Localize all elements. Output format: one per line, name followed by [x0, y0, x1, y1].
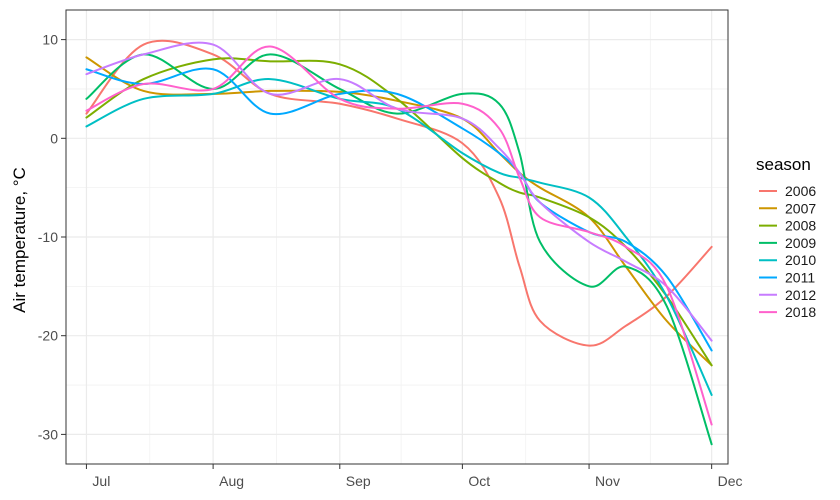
legend-label-2009: 2009: [785, 235, 816, 251]
y-tick-label: -20: [38, 328, 58, 344]
legend-label-2008: 2008: [785, 218, 816, 234]
major-gridlines: [66, 10, 728, 464]
legend-label-2010: 2010: [785, 252, 816, 268]
series-line-2010: [85, 78, 713, 396]
legend-label-2018: 2018: [785, 304, 816, 320]
x-tick-label: Dec: [718, 473, 743, 489]
x-tick-label: Jul: [92, 473, 110, 489]
legend-label-2007: 2007: [785, 200, 816, 216]
legend-label-2011: 2011: [785, 270, 815, 286]
y-tick-label: -10: [38, 229, 58, 245]
series-line-2011: [85, 67, 713, 352]
legend-label-2012: 2012: [785, 287, 816, 303]
y-axis-title: Air temperature, °C: [10, 167, 29, 313]
x-tick-label: Nov: [595, 473, 620, 489]
x-tick-label: Sep: [346, 473, 371, 489]
legend-title: season: [756, 155, 811, 174]
series-lines: [85, 39, 713, 446]
series-line-2006: [85, 39, 713, 347]
series-line-2018: [85, 45, 713, 426]
x-tick-label: Oct: [468, 473, 490, 489]
x-tick-label: Aug: [219, 473, 244, 489]
y-tick-label: -30: [38, 426, 58, 442]
y-tick-label: 10: [42, 32, 58, 48]
y-axis: 10 0 -10 -20 -30: [38, 32, 66, 442]
legend-label-2006: 2006: [785, 183, 816, 199]
y-tick-label: 0: [50, 130, 58, 146]
series-line-2012: [85, 41, 713, 342]
x-axis: Jul Aug Sep Oct Nov Dec: [85, 464, 743, 489]
